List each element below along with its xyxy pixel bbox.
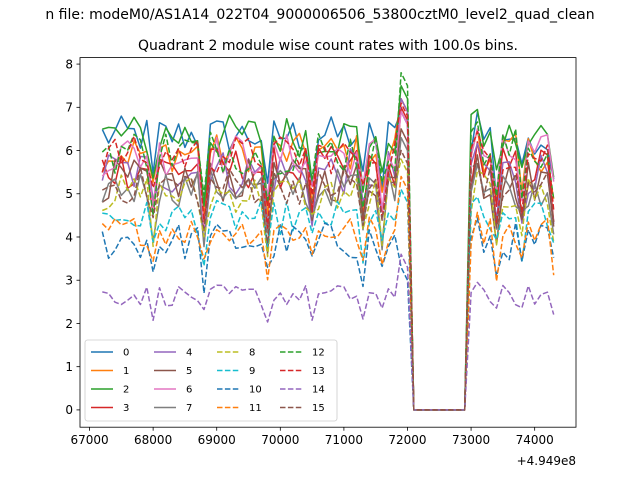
legend-label-12: 12 [312, 348, 325, 359]
series-line-11 [101, 175, 555, 411]
axes-frame [79, 57, 577, 428]
series-line-14 [102, 253, 555, 411]
y-tick-label: 6 [65, 144, 73, 158]
series-line-15 [101, 149, 555, 411]
x-tick-label: 69000 [198, 433, 236, 447]
y-tick-label: 3 [65, 274, 73, 288]
y-axis: 0 1 2 3 4 5 6 7 8 [65, 57, 80, 417]
x-axis: 67000 68000 69000 70000 71000 72000 73000 74000 [70, 427, 554, 447]
legend-label-14: 14 [312, 385, 325, 396]
legend-label-15: 15 [312, 403, 325, 414]
legend-label-7: 7 [186, 403, 192, 414]
x-tick-label: 67000 [70, 433, 108, 447]
x-offset-text: +4.949e8 [517, 454, 576, 468]
series-line-10 [101, 217, 555, 411]
series-line-13 [101, 102, 555, 411]
chart-title: Quadrant 2 module wise count rates with … [138, 38, 518, 54]
legend-label-9: 9 [249, 366, 255, 377]
series-line-9 [102, 188, 555, 411]
y-tick-label: 8 [65, 57, 73, 71]
legend-label-13: 13 [312, 366, 325, 377]
x-tick-label: 74000 [516, 433, 554, 447]
y-tick-label: 7 [65, 101, 73, 115]
legend-label-2: 2 [123, 385, 129, 396]
x-tick-label: 68000 [134, 433, 172, 447]
figure-suptitle: n file: modeM0/AS1A14_022T04_9000006506_… [45, 7, 594, 23]
x-tick-label: 70000 [261, 433, 299, 447]
legend-label-6: 6 [186, 385, 192, 396]
y-tick-label: 4 [65, 230, 73, 244]
y-tick-label: 1 [65, 360, 73, 374]
x-tick-label: 72000 [388, 433, 426, 447]
legend-label-3: 3 [123, 403, 129, 414]
legend-label-5: 5 [186, 366, 192, 377]
series-layer [101, 71, 555, 411]
legend-frame [84, 339, 338, 422]
series-line-7 [101, 136, 555, 411]
legend-label-10: 10 [249, 385, 262, 396]
x-tick-label: 73000 [452, 433, 490, 447]
x-tick-label: 71000 [325, 433, 363, 447]
y-tick-label: 5 [65, 187, 73, 201]
y-tick-label: 0 [65, 403, 73, 417]
y-tick-label: 2 [65, 317, 73, 331]
legend-label-11: 11 [249, 403, 262, 414]
legend-label-0: 0 [123, 348, 129, 359]
legend-label-4: 4 [186, 348, 192, 359]
legend-label-1: 1 [123, 366, 129, 377]
legend-label-8: 8 [249, 348, 255, 359]
